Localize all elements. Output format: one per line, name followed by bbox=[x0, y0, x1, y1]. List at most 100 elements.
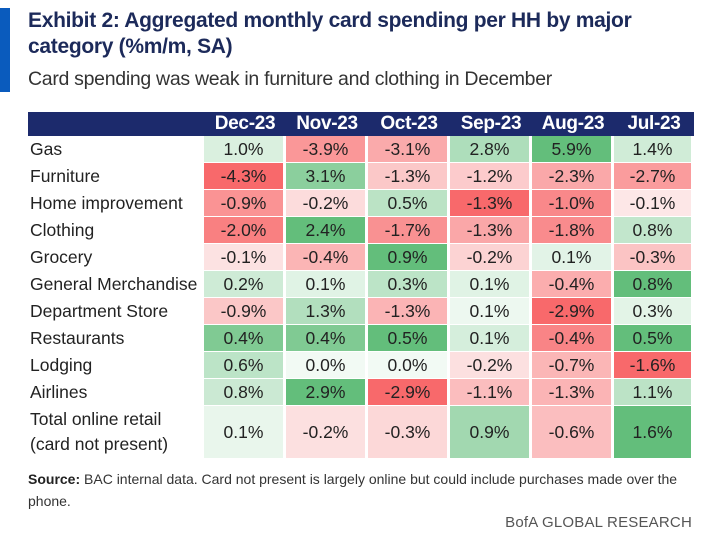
value-cell: -3.9% bbox=[286, 136, 368, 163]
value-cell: 0.5% bbox=[614, 325, 694, 352]
value-cell: 0.8% bbox=[204, 379, 286, 406]
value-cell: -2.9% bbox=[532, 298, 614, 325]
accent-bar bbox=[0, 8, 10, 92]
row-category: Furniture bbox=[28, 163, 204, 190]
value-cell: -3.1% bbox=[368, 136, 450, 163]
table-row: Department Store -0.9% 1.3% -1.3% 0.1% -2.9% 0… bbox=[28, 298, 694, 325]
table-row: Airlines 0.8% 2.9% -2.9% -1.1% -1.3% 1.1% bbox=[28, 379, 694, 406]
value-cell: -1.3% bbox=[450, 190, 532, 217]
value-cell: -1.3% bbox=[532, 379, 614, 406]
value-cell: 0.5% bbox=[368, 325, 450, 352]
value-cell: -2.9% bbox=[368, 379, 450, 406]
value-cell: 0.5% bbox=[368, 190, 450, 217]
row-category: Department Store bbox=[28, 298, 204, 325]
value-cell: 0.1% bbox=[450, 298, 532, 325]
value-cell: -0.9% bbox=[204, 298, 286, 325]
value-cell: 0.1% bbox=[450, 271, 532, 298]
value-cell: 2.4% bbox=[286, 217, 368, 244]
value-cell: 0.0% bbox=[286, 352, 368, 379]
row-category: General Merchandise bbox=[28, 271, 204, 298]
value-cell: -2.3% bbox=[532, 163, 614, 190]
value-cell: -1.8% bbox=[532, 217, 614, 244]
value-cell: 0.1% bbox=[286, 271, 368, 298]
value-cell: -1.0% bbox=[532, 190, 614, 217]
source-text: BAC internal data. Card not present is l… bbox=[28, 471, 678, 509]
value-cell: 1.4% bbox=[614, 136, 694, 163]
column-header: Sep-23 bbox=[450, 112, 532, 136]
row-category: Grocery bbox=[28, 244, 204, 271]
brand-label: BofA GLOBAL RESEARCH bbox=[505, 514, 692, 531]
value-cell: 2.9% bbox=[286, 379, 368, 406]
table-row: Furniture -4.3% 3.1% -1.3% -1.2% -2.3% -2.7% bbox=[28, 163, 694, 190]
value-cell: -1.6% bbox=[614, 352, 694, 379]
value-cell: 0.0% bbox=[368, 352, 450, 379]
value-cell: 1.3% bbox=[286, 298, 368, 325]
value-cell: -0.4% bbox=[532, 325, 614, 352]
value-cell: 0.4% bbox=[286, 325, 368, 352]
value-cell: 3.1% bbox=[286, 163, 368, 190]
value-cell: 2.8% bbox=[450, 136, 532, 163]
value-cell: 1.1% bbox=[614, 379, 694, 406]
value-cell: -1.2% bbox=[450, 163, 532, 190]
value-cell: 0.1% bbox=[532, 244, 614, 271]
value-cell: -0.3% bbox=[614, 244, 694, 271]
value-cell: -1.3% bbox=[368, 163, 450, 190]
heatmap-table: Dec-23 Nov-23 Oct-23 Sep-23 Aug-23 Jul-23 Gas… bbox=[28, 112, 694, 459]
value-cell: -0.2% bbox=[450, 244, 532, 271]
value-cell: -0.4% bbox=[286, 244, 368, 271]
table-row: Grocery -0.1% -0.4% 0.9% -0.2% 0.1% -0.3% bbox=[28, 244, 694, 271]
value-cell: -1.1% bbox=[450, 379, 532, 406]
value-cell: -2.0% bbox=[204, 217, 286, 244]
source-label: Source: bbox=[28, 471, 81, 487]
value-cell: -0.6% bbox=[532, 406, 614, 459]
value-cell: 0.1% bbox=[450, 325, 532, 352]
value-cell: 0.6% bbox=[204, 352, 286, 379]
row-category: Total online retail (card not present) bbox=[28, 406, 204, 459]
column-header: Jul-23 bbox=[614, 112, 694, 136]
table-row: Home improvement -0.9% -0.2% 0.5% -1.3% -1.0%… bbox=[28, 190, 694, 217]
value-cell: -0.2% bbox=[286, 190, 368, 217]
value-cell: 0.3% bbox=[614, 298, 694, 325]
chart-title: Exhibit 2: Aggregated monthly card spend… bbox=[28, 9, 632, 58]
value-cell: 1.0% bbox=[204, 136, 286, 163]
value-cell: -4.3% bbox=[204, 163, 286, 190]
value-cell: -1.3% bbox=[368, 298, 450, 325]
value-cell: -0.2% bbox=[450, 352, 532, 379]
value-cell: 0.2% bbox=[204, 271, 286, 298]
value-cell: -0.1% bbox=[614, 190, 694, 217]
value-cell: 0.8% bbox=[614, 271, 694, 298]
column-header: Aug-23 bbox=[532, 112, 614, 136]
value-cell: -0.4% bbox=[532, 271, 614, 298]
value-cell: 0.1% bbox=[204, 406, 286, 459]
table-row: General Merchandise 0.2% 0.1% 0.3% 0.1% -0.4%… bbox=[28, 271, 694, 298]
header-row: Dec-23 Nov-23 Oct-23 Sep-23 Aug-23 Jul-23 bbox=[28, 112, 694, 136]
value-cell: -2.7% bbox=[614, 163, 694, 190]
value-cell: 5.9% bbox=[532, 136, 614, 163]
value-cell: -0.7% bbox=[532, 352, 614, 379]
table-row: Total online retail (card not present) 0.… bbox=[28, 406, 694, 459]
header-corner bbox=[28, 112, 204, 136]
table-body: Gas 1.0% -3.9% -3.1% 2.8% 5.9% 1.4% Furniture -4… bbox=[28, 136, 694, 459]
value-cell: -0.9% bbox=[204, 190, 286, 217]
column-header: Nov-23 bbox=[286, 112, 368, 136]
value-cell: 0.4% bbox=[204, 325, 286, 352]
value-cell: -0.1% bbox=[204, 244, 286, 271]
value-cell: 0.3% bbox=[368, 271, 450, 298]
value-cell: -0.3% bbox=[368, 406, 450, 459]
value-cell: 1.6% bbox=[614, 406, 694, 459]
column-header: Oct-23 bbox=[368, 112, 450, 136]
value-cell: 0.9% bbox=[450, 406, 532, 459]
row-category: Lodging bbox=[28, 352, 204, 379]
table-row: Gas 1.0% -3.9% -3.1% 2.8% 5.9% 1.4% bbox=[28, 136, 694, 163]
row-category: Gas bbox=[28, 136, 204, 163]
value-cell: -1.7% bbox=[368, 217, 450, 244]
table-row: Lodging 0.6% 0.0% 0.0% -0.2% -0.7% -1.6% bbox=[28, 352, 694, 379]
row-category: Clothing bbox=[28, 217, 204, 244]
row-category: Restaurants bbox=[28, 325, 204, 352]
source-note: Source: BAC internal data. Card not pres… bbox=[28, 468, 688, 512]
value-cell: -0.2% bbox=[286, 406, 368, 459]
row-category: Airlines bbox=[28, 379, 204, 406]
table-row: Clothing -2.0% 2.4% -1.7% -1.3% -1.8% 0.8% bbox=[28, 217, 694, 244]
chart-subtitle: Card spending was weak in furniture and … bbox=[28, 68, 552, 90]
value-cell: 0.8% bbox=[614, 217, 694, 244]
